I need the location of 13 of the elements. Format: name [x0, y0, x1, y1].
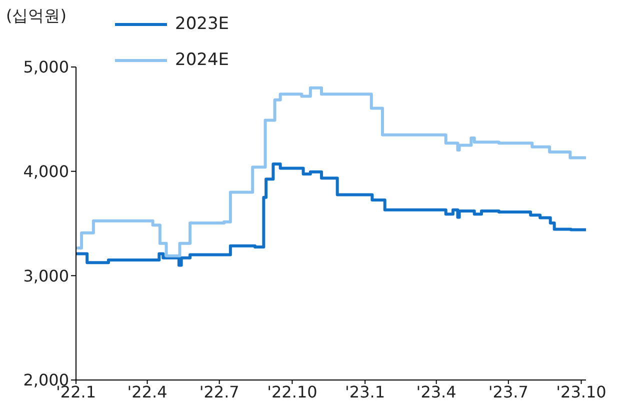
y-tick-label: 5,000 [23, 58, 69, 77]
x-tick-label: '23.1 [345, 382, 386, 402]
x-tick-label: '23.10 [556, 382, 606, 402]
y-tick-label: 3,000 [23, 266, 69, 286]
y-tick-label: 4,000 [23, 162, 69, 182]
x-tick-label: '23.4 [416, 382, 456, 402]
x-tick-label: '22.7 [199, 382, 240, 402]
x-tick-label: '23.7 [488, 382, 528, 402]
legend-label: 2023E [175, 14, 230, 34]
x-tick-label: '22.10 [267, 382, 318, 402]
legend-label: 2024E [175, 50, 230, 70]
y-axis-title: (십억원) [6, 6, 66, 27]
x-tick-label: '22.4 [127, 382, 168, 402]
